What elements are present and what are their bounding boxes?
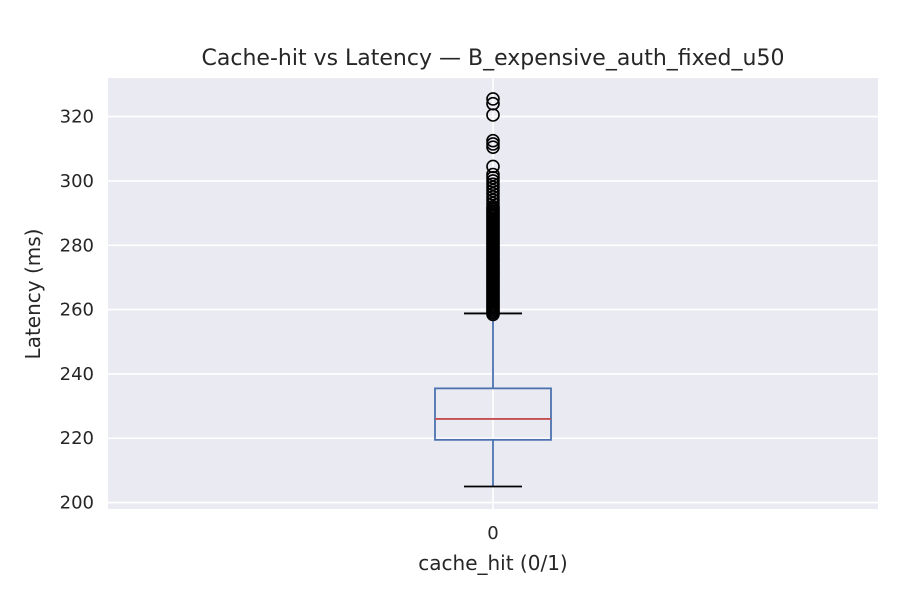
- x-tick-label: 0: [487, 523, 498, 544]
- outlier-point: [486, 137, 500, 151]
- y-tick-label: 280: [60, 235, 94, 256]
- outlier-point: [486, 199, 500, 214]
- outlier-point: [486, 186, 500, 201]
- outlier-point: [486, 193, 500, 208]
- outlier-point: [486, 92, 500, 106]
- x-axis-title: cache_hit (0/1): [418, 551, 567, 575]
- iqr-box: [434, 387, 552, 441]
- outlier-point: [486, 196, 500, 211]
- y-tick-label: 240: [60, 364, 94, 385]
- outlier-point: [486, 159, 500, 174]
- y-axis-title: Latency (ms): [21, 229, 45, 360]
- y-tick-label: 320: [60, 107, 94, 128]
- outlier-point: [486, 180, 500, 195]
- y-tick-label: 260: [60, 300, 94, 321]
- outlier-point: [486, 96, 500, 111]
- y-tick-label: 300: [60, 171, 94, 192]
- outlier-point: [486, 190, 500, 204]
- x-axis-ticks: 0: [487, 523, 498, 544]
- outlier-point: [486, 167, 500, 182]
- outlier-point: [486, 174, 500, 188]
- outlier-point: [486, 133, 500, 148]
- chart-title: Cache-hit vs Latency — B_expensive_auth_…: [202, 46, 785, 71]
- outlier-point: [486, 183, 500, 198]
- box-series: [434, 92, 552, 488]
- y-axis-ticks: 200 220 240 260 280 300 320: [60, 107, 94, 514]
- y-tick-label: 200: [60, 493, 94, 514]
- box-group: [434, 92, 552, 488]
- y-tick-label: 220: [60, 428, 94, 449]
- outlier-point: [486, 177, 500, 191]
- outlier-point: [486, 140, 500, 154]
